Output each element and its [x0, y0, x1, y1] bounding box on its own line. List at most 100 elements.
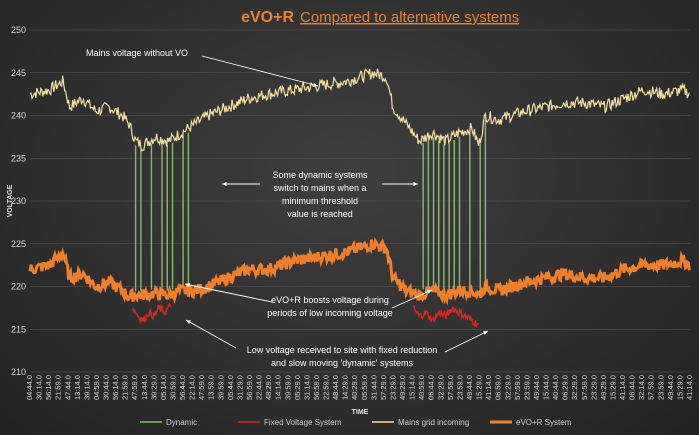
x-tick-label: 22:14.0: [188, 375, 197, 400]
x-tick-label: 57:59.0: [647, 375, 656, 400]
x-tick-label: 56:44.0: [178, 375, 187, 400]
annotation-low-voltage: Low voltage received to site with fixed …: [247, 345, 438, 355]
x-tick-label: 06:59.0: [494, 375, 503, 400]
arrow-evor-left: [184, 283, 273, 303]
arrow-mains: [201, 55, 319, 87]
y-tick-label: 210: [11, 367, 26, 377]
x-tick-label: 30:14.0: [35, 375, 44, 400]
series-fixed-voltage-line: [412, 304, 480, 328]
annotation-dynamic-switch: minimum threshold: [282, 196, 358, 206]
x-tick-label: 56:59.0: [312, 375, 321, 400]
x-tick-label: 41:14.0: [484, 375, 493, 400]
arrow-dynamic-left-head: [222, 182, 227, 186]
x-axis-label: TIME: [352, 409, 369, 416]
x-tick-label: 39:14.0: [82, 375, 91, 400]
x-tick-label: 13:44.0: [140, 375, 149, 400]
legend-label: Dynamic: [166, 418, 197, 427]
x-tick-label: 04:59.0: [92, 375, 101, 400]
annotation-dynamic-switch: value is reached: [287, 209, 353, 219]
y-tick-label: 230: [11, 196, 26, 206]
x-tick-label: 49:44.0: [532, 375, 541, 400]
x-tick-label: 05:59.0: [360, 375, 369, 400]
arrow-low-left-head: [186, 320, 191, 324]
x-tick-label: 05:14.0: [159, 375, 168, 400]
x-tick-label: 06:44.0: [628, 375, 637, 400]
y-tick-label: 245: [11, 68, 26, 78]
x-tick-label: 13:14.0: [73, 375, 82, 400]
x-tick-label: 56:14.0: [44, 375, 53, 400]
series-fixed-voltage-line: [131, 302, 172, 325]
arrow-evor-right-head: [427, 290, 432, 294]
legend-label: Mains grid incoming: [398, 418, 469, 427]
y-tick-label: 235: [11, 153, 26, 163]
x-tick-label: 41:14.0: [618, 375, 627, 400]
series-evor-line: [28, 237, 691, 306]
x-tick-label: 47:44.0: [63, 375, 72, 400]
y-tick-label: 225: [11, 239, 26, 249]
series-mains-grid-line: [29, 68, 690, 152]
x-tick-label: 31:44.0: [369, 375, 378, 400]
y-tick-label: 215: [11, 324, 26, 334]
x-tick-label: 39:59.0: [283, 375, 292, 400]
x-tick-label: 15:29.0: [608, 375, 617, 400]
y-axis-label: VOLTAGE: [7, 184, 14, 217]
annotation-evor-boost: eVO+R boosts voltage during: [271, 295, 389, 305]
x-tick-label: 05:44.0: [226, 375, 235, 400]
x-tick-label: 22:59.0: [322, 375, 331, 400]
arrow-evor-right: [391, 289, 433, 309]
annotation-mains-voltage: Mains voltage without VO: [86, 48, 188, 58]
arrow-dynamic-right-head: [413, 182, 418, 186]
x-tick-label: 23:29.0: [388, 375, 397, 400]
x-tick-label: 06:44.0: [427, 375, 436, 400]
y-tick-label: 250: [11, 25, 26, 35]
arrow-low-right: [444, 330, 489, 353]
x-tick-label: 32:29.0: [503, 375, 512, 400]
x-tick-label: 32:14.0: [637, 375, 646, 400]
x-tick-label: 49:29.0: [599, 375, 608, 400]
legend-label: Fixed Voltage System: [264, 418, 342, 427]
x-tick-label: 22:44.0: [255, 375, 264, 400]
x-tick-label: 48:29.0: [264, 375, 273, 400]
x-tick-label: 57:59.0: [446, 375, 455, 400]
x-tick-label: 40:29.0: [350, 375, 359, 400]
chart-title-main: eVO+R: [241, 9, 294, 26]
x-tick-label: 47:59.0: [130, 375, 139, 400]
x-tick-label: 57:29.0: [379, 375, 388, 400]
annotation-low-voltage: and slow moving 'dynamic' systems: [271, 358, 413, 368]
x-tick-label: 57:59.0: [580, 375, 589, 400]
annotation-dynamic-switch: Some dynamic systems: [272, 170, 368, 180]
x-tick-label: 14:14.0: [274, 375, 283, 400]
x-tick-label: 23:59.0: [656, 375, 665, 400]
x-tick-label: 30:44.0: [102, 375, 111, 400]
x-tick-label: 41:14.0: [685, 375, 694, 400]
x-tick-label: 21:59.0: [54, 375, 63, 400]
y-tick-label: 220: [11, 282, 26, 292]
x-tick-label: 04:44.0: [25, 375, 34, 400]
x-tick-label: 49:44.0: [666, 375, 675, 400]
x-tick-label: 56:59.0: [245, 375, 254, 400]
x-tick-label: 31:14.0: [302, 375, 311, 400]
x-tick-label: 23:59.0: [522, 375, 531, 400]
arrow-evor-left-head: [185, 283, 190, 287]
x-tick-label: 15:29.0: [675, 375, 684, 400]
x-tick-label: 15:29.0: [475, 375, 484, 400]
chart-title-rest: Compared to alternative systems: [300, 9, 519, 26]
x-tick-label: 39:29.0: [149, 375, 158, 400]
x-tick-label: 40:44.0: [551, 375, 560, 400]
x-tick-label: 56:14.0: [111, 375, 120, 400]
x-tick-label: 40:59.0: [417, 375, 426, 400]
x-tick-label: 39:59.0: [216, 375, 225, 400]
x-tick-label: 21:59.0: [121, 375, 130, 400]
x-tick-label: 49:29.0: [398, 375, 407, 400]
x-tick-label: 14:29.0: [341, 375, 350, 400]
arrow-low-right-head: [483, 331, 488, 335]
x-tick-label: 23:59.0: [455, 375, 464, 400]
annotation-dynamic-switch: switch to mains when a: [273, 183, 366, 193]
x-tick-label: 49:44.0: [465, 375, 474, 400]
x-tick-label: 13:59.0: [207, 375, 216, 400]
x-tick-label: 32:29.0: [436, 375, 445, 400]
x-tick-label: 23:29.0: [589, 375, 598, 400]
x-tick-label: 30:59.0: [168, 375, 177, 400]
